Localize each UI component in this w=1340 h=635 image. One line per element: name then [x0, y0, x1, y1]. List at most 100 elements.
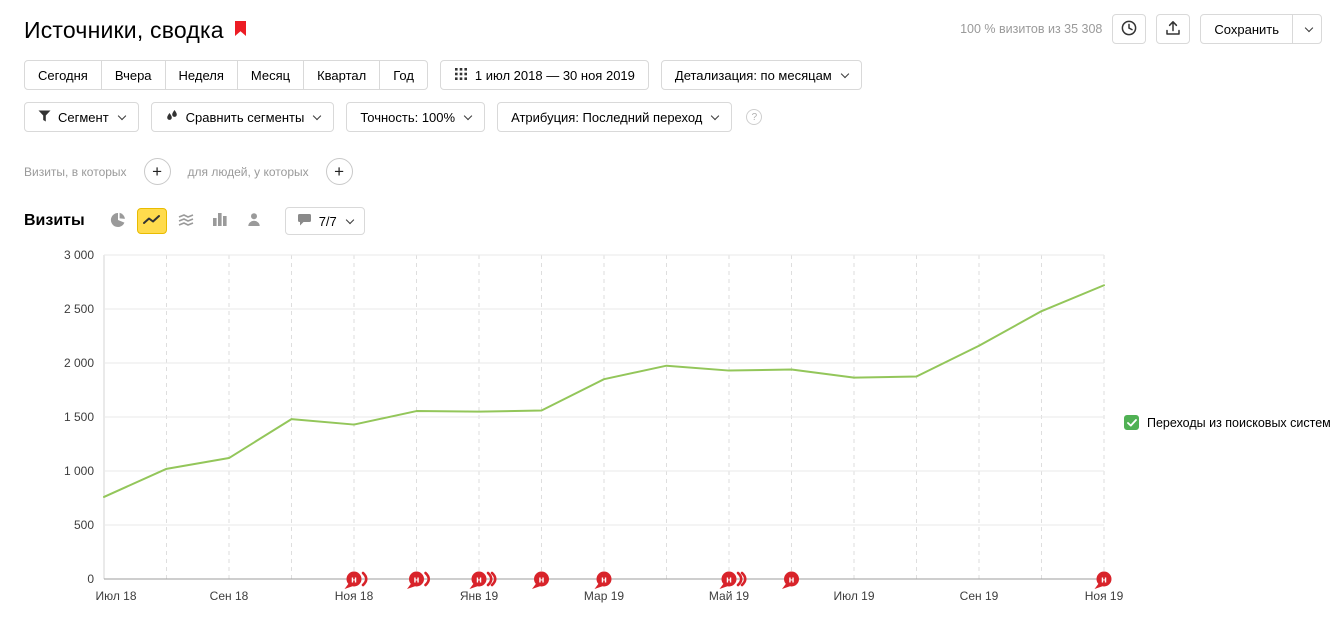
calendar-grid-icon [454, 67, 468, 84]
x-tick-label: Сен 18 [210, 589, 249, 603]
x-tick-label: Июл 19 [833, 589, 874, 603]
annotation-marker[interactable] [534, 571, 549, 587]
annotation-letter: н [539, 575, 545, 586]
sources-summary-page: Источники, сводка 100 % визитов из 35 30… [24, 12, 1340, 614]
segment-builder-row: Визиты, в которых + для людей, у которых… [24, 158, 1340, 185]
save-dropdown-button[interactable] [1292, 14, 1322, 44]
funnel-icon [38, 110, 51, 125]
annotation-marker[interactable] [784, 571, 799, 587]
upload-icon [1164, 19, 1182, 40]
date-range-button[interactable]: 1 июл 2018 — 30 ноя 2019 [439, 60, 649, 90]
compare-drops-icon [165, 109, 179, 126]
legend-checkbox[interactable] [1124, 415, 1139, 430]
chart-type-stacked-button[interactable] [171, 208, 201, 234]
chevron-down-icon [711, 111, 720, 120]
annotation-letter: н [726, 575, 732, 586]
help-icon[interactable]: ? [746, 109, 763, 125]
annotation-letter: н [789, 575, 795, 586]
add-people-filter-button[interactable]: + [325, 158, 353, 185]
bookmark-icon[interactable] [234, 20, 247, 40]
chart-legend[interactable]: Переходы из поисковых систем [1124, 415, 1340, 430]
chart-type-line-button[interactable] [136, 208, 167, 234]
annotation-stack-arc [490, 571, 497, 587]
annotations-button[interactable]: 7/7 [284, 207, 365, 235]
stacked-area-icon [178, 213, 194, 230]
history-button[interactable] [1112, 14, 1147, 44]
annotation-letter: н [414, 575, 420, 586]
annotations-count-label: 7/7 [318, 213, 337, 229]
annotation-stack-arc [361, 571, 368, 587]
chart-type-switcher [103, 208, 269, 234]
compare-segments-label: Сравнить сегменты [185, 109, 305, 125]
annotation-marker[interactable] [596, 571, 612, 587]
annotation-letter: н [601, 575, 607, 586]
page-title: Источники, сводка [24, 16, 224, 43]
chart-type-users-button[interactable] [239, 208, 269, 234]
series-line[interactable] [103, 284, 1105, 498]
x-tick-label: Сен 19 [960, 589, 999, 603]
annotation-stack-arc [486, 571, 493, 587]
person-icon [246, 212, 262, 230]
check-icon [1126, 418, 1137, 426]
period-today-button[interactable]: Сегодня [24, 60, 102, 90]
accuracy-button[interactable]: Точность: 100% [346, 102, 486, 132]
date-range-label: 1 июл 2018 — 30 ноя 2019 [474, 67, 635, 83]
annotation-letter: н [476, 575, 482, 586]
chart-type-columns-button[interactable] [205, 208, 235, 234]
export-button[interactable] [1156, 14, 1191, 44]
pie-chart-icon [110, 212, 126, 231]
accuracy-label: Точность: 100% [360, 109, 456, 125]
annotation-marker[interactable] [409, 571, 424, 587]
annotation-marker[interactable] [471, 571, 487, 587]
compare-segments-button[interactable]: Сравнить сегменты [150, 102, 335, 132]
save-button-label: Сохранить [1214, 21, 1279, 37]
chart-type-pie-button[interactable] [103, 208, 133, 234]
detalization-button[interactable]: Детализация: по месяцам [660, 60, 862, 90]
chart-header: Визиты [24, 207, 1340, 235]
segment-button[interactable]: Сегмент [24, 102, 139, 132]
y-tick-label: 0 [87, 572, 94, 586]
visits-chart[interactable]: 0 500 1 000 1 500 2 000 2 500 3 000 Июл 18 Сен 1… [24, 243, 1124, 611]
period-toolbar: Сегодня Вчера Неделя Месяц Квартал Год 1… [24, 60, 1340, 90]
period-selector: Сегодня Вчера Неделя Месяц Квартал Год [24, 60, 428, 90]
save-split-button: Сохранить [1200, 14, 1322, 44]
period-quarter-button[interactable]: Квартал [303, 60, 381, 90]
visits-filter-label: Визиты, в которых [24, 164, 127, 179]
annotation-stack-arc [424, 571, 431, 587]
period-year-button[interactable]: Год [379, 60, 428, 90]
period-week-button[interactable]: Неделя [164, 60, 238, 90]
period-yesterday-button[interactable]: Вчера [100, 60, 166, 90]
comment-bubble-icon [297, 213, 312, 230]
segment-label: Сегмент [58, 109, 109, 125]
annotation-letter: н [1101, 575, 1107, 586]
chart-area: 0 500 1 000 1 500 2 000 2 500 3 000 Июл 18 Сен 1… [24, 243, 1340, 614]
legend-label: Переходы из поисковых систем [1147, 415, 1331, 430]
save-button[interactable]: Сохранить [1200, 14, 1293, 44]
chevron-down-icon [313, 111, 322, 120]
period-month-button[interactable]: Месяц [236, 60, 305, 90]
y-tick-label: 2 000 [64, 356, 94, 370]
x-tick-label: Ноя 19 [1085, 589, 1124, 603]
annotation-letter: н [351, 575, 357, 586]
people-filter-label: для людей, у которых [187, 164, 309, 179]
y-tick-label: 3 000 [64, 248, 94, 262]
chevron-down-icon [1304, 23, 1313, 32]
x-tick-label: Янв 19 [460, 589, 499, 603]
y-tick-label: 1 500 [64, 410, 94, 424]
x-tick-label: Мар 19 [584, 589, 624, 603]
attribution-button[interactable]: Атрибуция: Последний переход [497, 102, 733, 132]
attribution-label: Атрибуция: Последний переход [511, 109, 703, 125]
add-visit-filter-button[interactable]: + [143, 158, 171, 185]
x-tick-label: Июл 18 [95, 589, 136, 603]
segment-toolbar: Сегмент Сравнить сегменты Точность: 100%… [24, 102, 1340, 132]
chart-title: Визиты [24, 212, 85, 229]
annotation-marker[interactable] [1096, 571, 1112, 587]
page-header: Источники, сводка 100 % визитов из 35 30… [24, 12, 1340, 48]
chevron-down-icon [463, 111, 473, 120]
annotation-stack-arc [736, 571, 743, 587]
chevron-down-icon [840, 69, 849, 78]
annotation-marker[interactable] [346, 571, 362, 587]
annotation-marker[interactable] [721, 571, 737, 587]
annotation-stack-arc [740, 571, 747, 587]
chevron-down-icon [345, 215, 355, 224]
